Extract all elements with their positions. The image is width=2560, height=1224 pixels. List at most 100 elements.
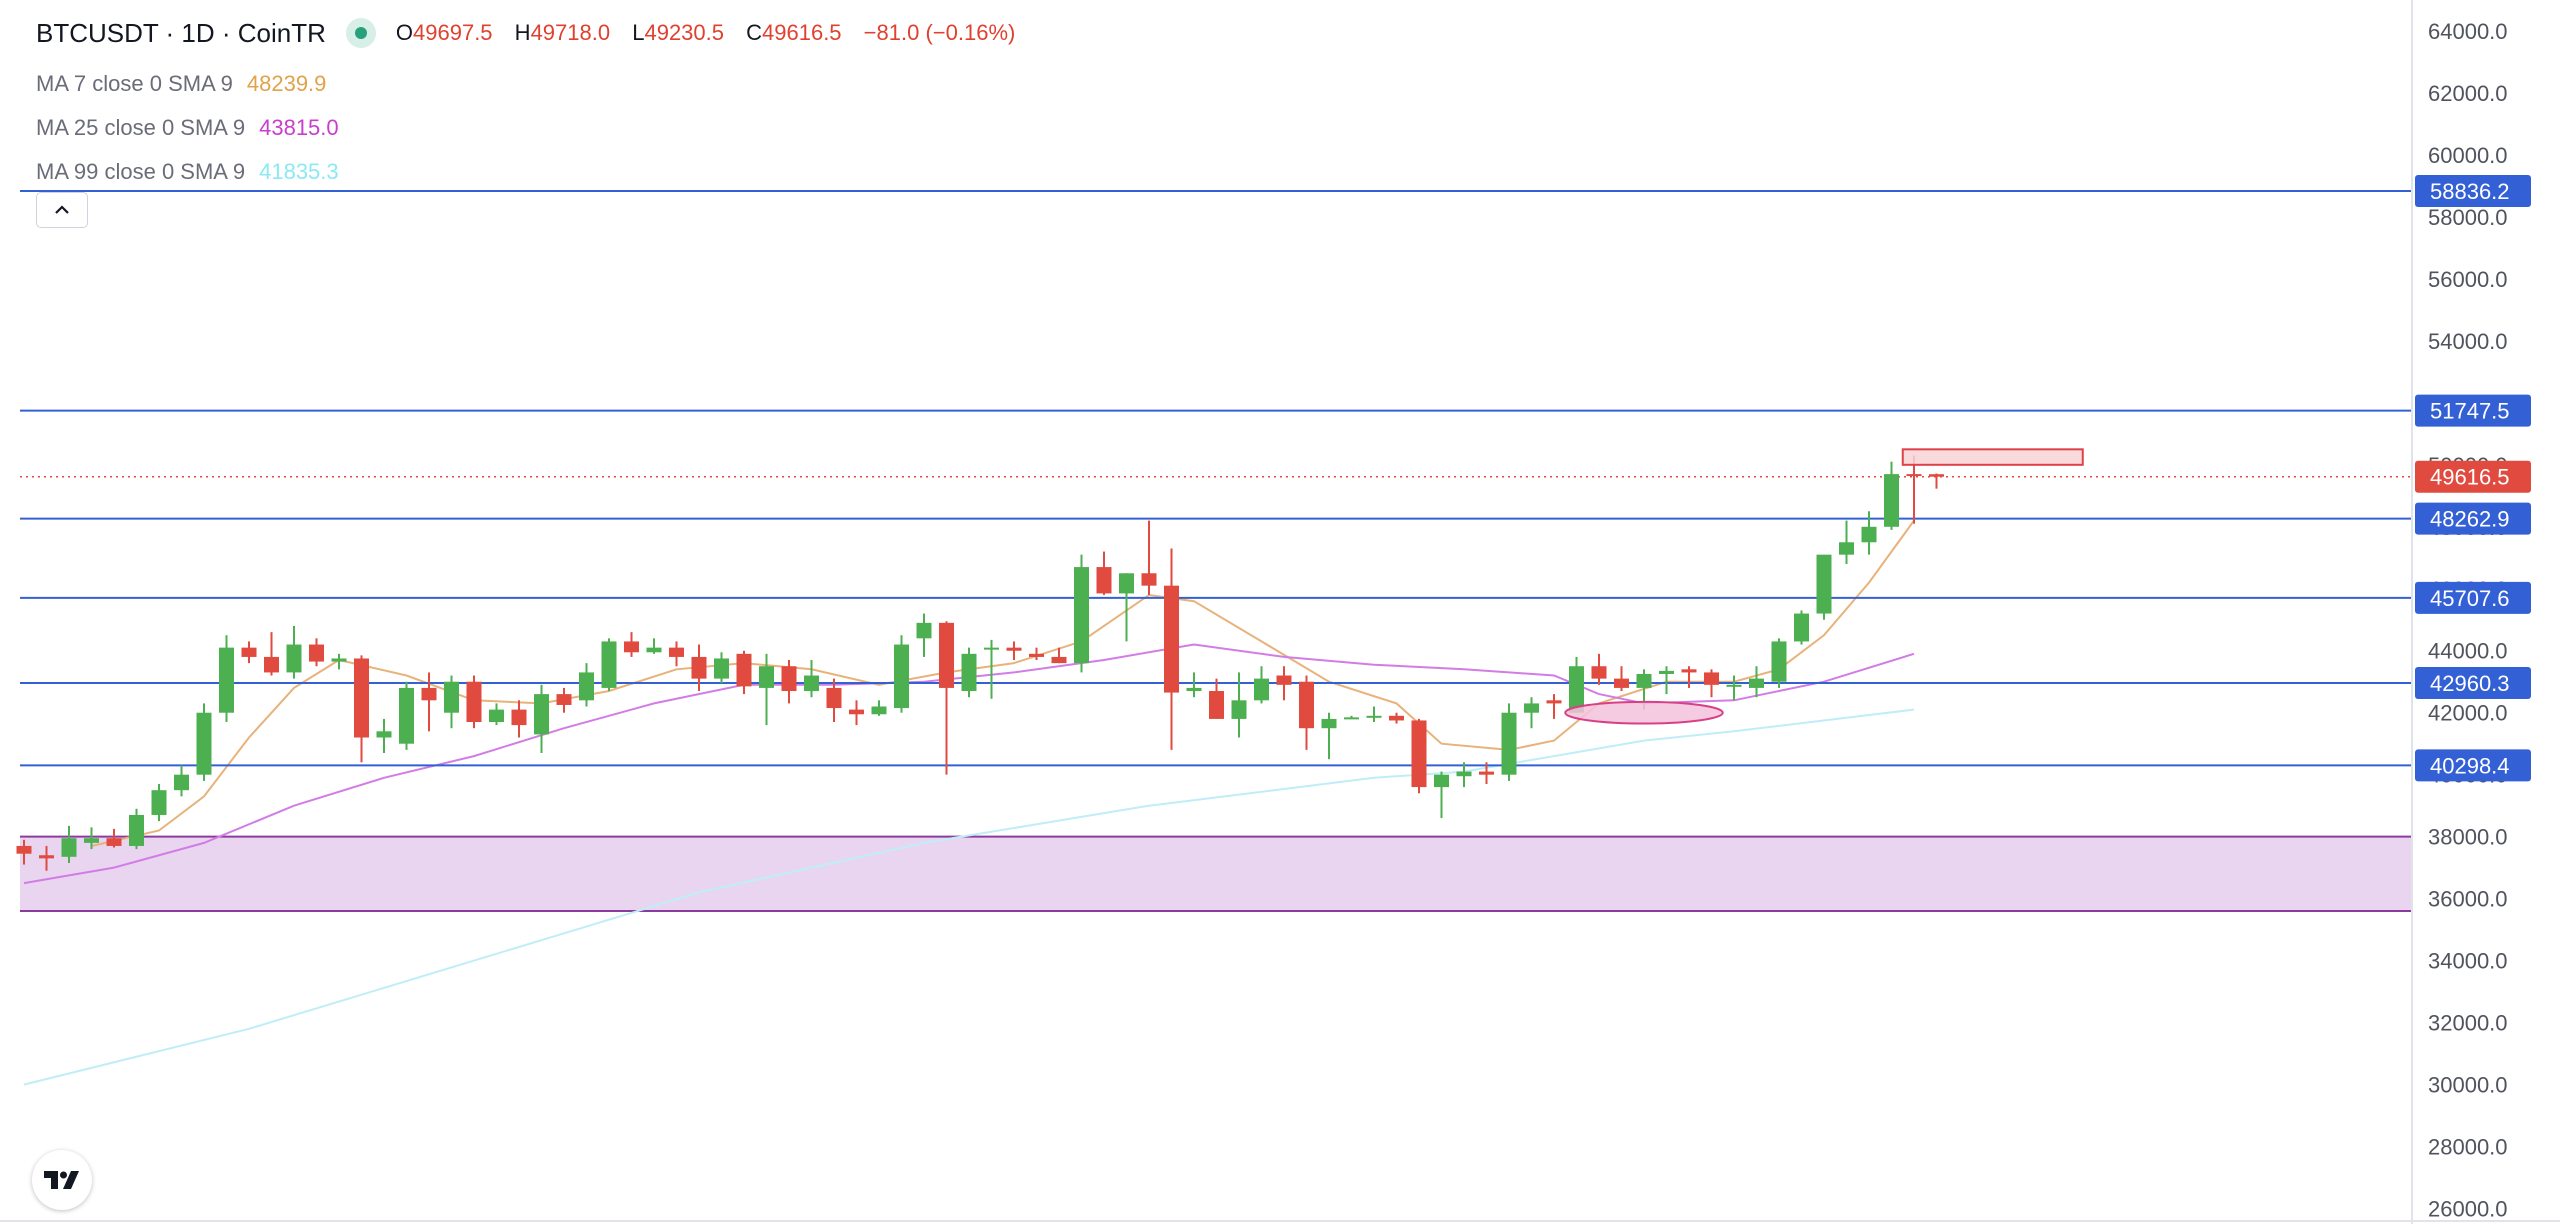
candle-body: [1411, 720, 1427, 788]
candle-body: [1479, 771, 1494, 775]
candle-body: [1209, 691, 1224, 719]
candle-body: [1321, 718, 1337, 729]
close-label: C: [746, 20, 763, 45]
candle: [1884, 461, 1899, 530]
candle-body: [1794, 613, 1809, 642]
chevron-up-icon: [55, 205, 69, 214]
candle: [601, 638, 617, 692]
ma-line: [23, 643, 1915, 885]
candle: [174, 765, 189, 797]
candle: [16, 839, 32, 865]
tradingview-logo[interactable]: [32, 1150, 92, 1210]
y-tick-label: 56000.0: [2428, 267, 2508, 292]
chart-legend: BTCUSDT · 1D · CoinTR O49697.5 H49718.0 …: [36, 18, 1031, 194]
candle-body: [196, 712, 212, 775]
candle-body: [489, 709, 504, 723]
change-value: −81.0 (−0.16%): [863, 20, 1016, 45]
candle: [1906, 455, 1922, 524]
candle-body: [1839, 542, 1854, 555]
price-badge-bg: [2415, 174, 2531, 207]
candle: [894, 635, 909, 713]
y-tick-label: 38000.0: [2428, 825, 2508, 850]
candle-body: [1704, 672, 1719, 685]
candle: [1029, 647, 1044, 661]
candle: [106, 828, 122, 848]
candle: [1276, 666, 1292, 701]
y-tick-label: 64000.0: [2428, 19, 2508, 44]
candle: [579, 663, 594, 707]
candle-body: [16, 845, 32, 854]
candle-body: [151, 790, 167, 815]
candle-body: [1591, 666, 1607, 679]
candle: [1006, 641, 1022, 661]
candle: [669, 641, 684, 667]
candle: [624, 632, 639, 657]
candle: [1456, 762, 1472, 788]
candle-body: [916, 622, 932, 639]
candle-body: [1276, 675, 1292, 685]
candle: [1389, 712, 1404, 724]
candle-body: [1456, 771, 1472, 777]
symbol-title[interactable]: BTCUSDT · 1D · CoinTR: [36, 17, 326, 48]
support-zone: [20, 835, 2412, 913]
moving-average-lines: [23, 520, 1915, 1086]
tradingview-icon: [44, 1171, 79, 1189]
candles: [16, 455, 1944, 871]
price-badge-bg: [2415, 581, 2531, 614]
candle-body: [1929, 474, 1944, 477]
collapse-legend-button[interactable]: [36, 192, 88, 228]
candle: [1614, 666, 1629, 692]
candle: [1186, 672, 1202, 698]
candle: [939, 621, 954, 775]
candle-body: [376, 731, 392, 738]
candle: [241, 641, 257, 664]
price-badge-bg: [2415, 394, 2531, 427]
candle: [466, 675, 482, 729]
candle-body: [556, 694, 572, 705]
candle-body: [511, 709, 527, 726]
candle-body: [1546, 700, 1562, 704]
candle-body: [1681, 669, 1697, 673]
candle-body: [1501, 712, 1517, 775]
candle-body: [174, 774, 189, 791]
indicator-ma99[interactable]: MA 99 close 0 SMA 9 41835.3: [36, 150, 1031, 194]
candle-body: [691, 656, 707, 679]
candle: [219, 635, 234, 723]
candle: [534, 684, 549, 753]
y-tick-label: 42000.0: [2428, 701, 2508, 726]
y-tick-label: 34000.0: [2428, 949, 2508, 974]
candle-body: [1771, 641, 1787, 682]
candle: [1704, 669, 1719, 698]
candle-body: [1614, 678, 1629, 688]
candle: [421, 672, 437, 732]
price-badge-text: 40298.4: [2430, 753, 2510, 778]
candle: [286, 625, 302, 679]
candle-body: [1141, 573, 1157, 586]
y-tick-label: 60000.0: [2428, 143, 2508, 168]
candle-body: [1636, 673, 1652, 688]
candle: [736, 650, 752, 695]
level-price-badge: 48262.9: [2415, 502, 2531, 535]
price-badge-text: 45707.6: [2430, 586, 2510, 611]
candle-body: [1051, 656, 1067, 664]
candle-body: [1006, 647, 1022, 651]
candle: [714, 652, 729, 684]
high-value: 49718.0: [530, 20, 611, 45]
indicator-ma25[interactable]: MA 25 close 0 SMA 9 43815.0: [36, 106, 1031, 150]
level-price-badge: 58836.2: [2415, 174, 2531, 207]
candle: [1749, 666, 1764, 698]
y-tick-label: 62000.0: [2428, 81, 2508, 106]
candle: [399, 681, 414, 750]
low-value: 49230.5: [644, 20, 724, 45]
candle-body: [849, 709, 864, 715]
low-label: L: [632, 20, 645, 45]
price-badge-text: 58836.2: [2430, 179, 2510, 204]
candle-body: [646, 647, 662, 653]
indicator-ma7[interactable]: MA 7 close 0 SMA 9 48239.9: [36, 62, 1031, 106]
candle-body: [354, 658, 369, 738]
candle: [309, 638, 324, 667]
candle: [849, 700, 864, 726]
candle-body: [219, 647, 234, 713]
candle: [511, 700, 527, 738]
